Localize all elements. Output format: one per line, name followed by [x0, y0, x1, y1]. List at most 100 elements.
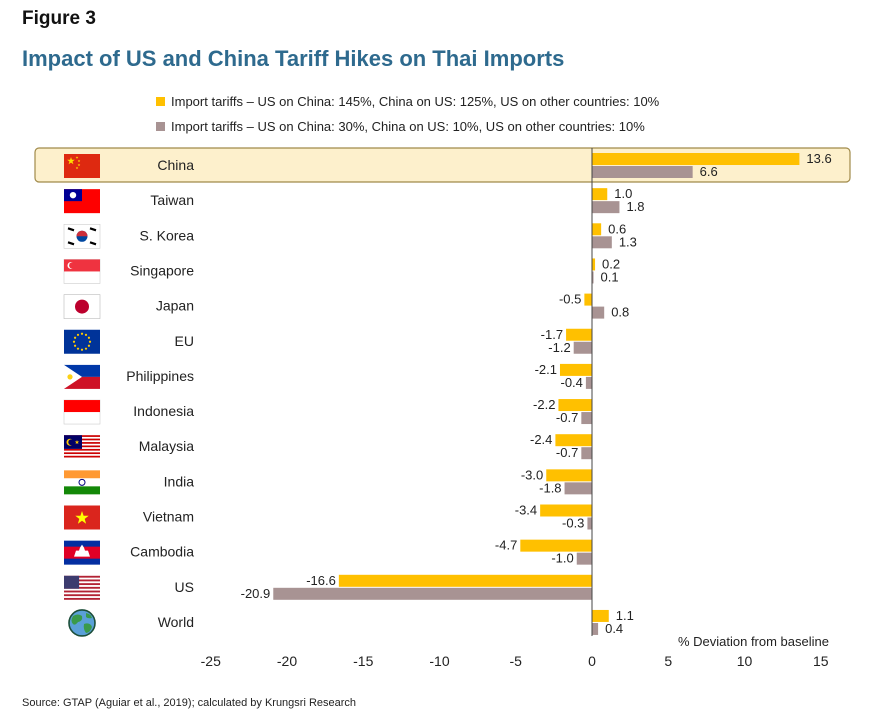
category-label: Japan — [156, 298, 194, 314]
data-label: -0.3 — [562, 516, 584, 531]
data-label: 1.0 — [614, 186, 632, 201]
eu-flag-icon — [64, 329, 100, 354]
bar-series-2 — [573, 341, 592, 354]
vietnam-flag-icon — [64, 505, 100, 530]
philippines-flag-icon — [64, 364, 100, 389]
legend-swatch-1 — [156, 97, 165, 106]
figure-label: Figure 3 — [22, 8, 96, 29]
legend-swatch-2 — [156, 122, 165, 131]
data-label: -0.5 — [559, 292, 581, 307]
bar-series-1 — [558, 399, 592, 412]
us-flag-icon — [64, 575, 100, 600]
bar-series-1 — [592, 609, 609, 622]
bar-series-2 — [592, 201, 620, 214]
data-label: -1.7 — [541, 327, 563, 342]
bar-series-2 — [592, 236, 612, 249]
bar-series-1 — [592, 188, 608, 201]
category-label: Singapore — [130, 262, 194, 278]
chart-title: Impact of US and China Tariff Hikes on T… — [22, 46, 565, 71]
data-label: 0.8 — [611, 305, 629, 320]
data-label: -2.1 — [535, 362, 557, 377]
data-label: -2.4 — [530, 432, 552, 447]
bar-series-2 — [587, 517, 592, 530]
category-label: India — [164, 473, 195, 489]
data-label: 13.6 — [806, 151, 831, 166]
bar-series-2 — [592, 622, 599, 635]
data-label: -16.6 — [306, 573, 336, 588]
data-label: 0.4 — [605, 621, 623, 636]
bar-series-2 — [564, 482, 592, 495]
data-label: 6.6 — [700, 164, 718, 179]
category-label: World — [158, 614, 194, 630]
data-label: -4.7 — [495, 538, 517, 553]
x-tick-label: -5 — [510, 653, 523, 669]
bar-series-2 — [576, 552, 592, 565]
japan-flag-icon — [63, 294, 101, 319]
x-tick-label: 10 — [737, 653, 753, 669]
data-label: -0.4 — [560, 375, 582, 390]
bar-series-2 — [592, 306, 605, 319]
bar-series-1 — [540, 504, 592, 517]
x-tick-label: -25 — [201, 653, 221, 669]
x-tick-label: 0 — [588, 653, 596, 669]
bar-series-1 — [546, 469, 592, 482]
bar-series-1 — [592, 223, 602, 236]
data-label: 0.2 — [602, 256, 620, 271]
legend-entry-2: Import tariffs – US on China: 30%, China… — [156, 119, 645, 134]
category-label: Taiwan — [150, 192, 194, 208]
source-note: Source: GTAP (Aguiar et al., 2019); calc… — [22, 697, 357, 709]
data-label: -3.4 — [515, 503, 537, 518]
globe-icon — [68, 609, 96, 637]
bar-series-2 — [592, 271, 594, 284]
data-label: -1.8 — [539, 480, 561, 495]
x-tick-label: 5 — [664, 653, 672, 669]
cambodia-flag-icon — [64, 540, 100, 565]
x-axis-label: % Deviation from baseline — [678, 634, 829, 649]
category-label: Cambodia — [130, 544, 194, 560]
legend-label-1: Import tariffs – US on China: 145%, Chin… — [171, 94, 660, 109]
x-tick-label: 15 — [813, 653, 829, 669]
x-tick-label: -15 — [353, 653, 373, 669]
bar-series-1 — [566, 328, 592, 341]
taiwan-flag-icon — [64, 189, 100, 214]
category-label: China — [157, 157, 194, 173]
bar-series-2 — [581, 412, 592, 425]
category-label: Vietnam — [143, 509, 194, 525]
category-label: S. Korea — [140, 227, 195, 243]
data-label: 0.6 — [608, 221, 626, 236]
india-flag-icon — [64, 470, 100, 495]
category-label: Indonesia — [133, 403, 194, 419]
data-label: -1.2 — [548, 340, 570, 355]
category-label: US — [175, 579, 194, 595]
data-label: -1.0 — [551, 551, 573, 566]
data-label: -0.7 — [556, 410, 578, 425]
bar-series-2 — [273, 587, 592, 600]
south-korea-flag-icon — [63, 224, 101, 249]
category-label: Malaysia — [139, 438, 194, 454]
data-label: 0.1 — [601, 269, 619, 284]
bar-series-2 — [581, 447, 592, 460]
category-label: Philippines — [126, 368, 194, 384]
bar-series-1 — [520, 539, 592, 552]
x-tick-label: -10 — [429, 653, 449, 669]
indonesia-flag-icon — [63, 399, 101, 425]
data-label: -2.2 — [533, 397, 555, 412]
x-tick-label: -20 — [277, 653, 297, 669]
bar-series-1 — [559, 363, 592, 376]
data-label: 1.8 — [626, 199, 644, 214]
data-label: 1.3 — [619, 234, 637, 249]
china-flag-icon — [64, 154, 100, 178]
bar-series-1 — [592, 258, 596, 271]
malaysia-flag-icon — [64, 435, 100, 460]
bar-series-1 — [338, 574, 592, 587]
bar-series-2 — [585, 376, 592, 389]
legend-label-2: Import tariffs – US on China: 30%, China… — [171, 119, 645, 134]
singapore-flag-icon — [63, 259, 101, 284]
data-label: -20.9 — [241, 586, 271, 601]
category-label: EU — [175, 333, 194, 349]
data-label: -3.0 — [521, 467, 543, 482]
bar-series-1 — [584, 293, 592, 306]
bar-series-2 — [592, 166, 693, 178]
data-label: 1.1 — [616, 608, 634, 623]
